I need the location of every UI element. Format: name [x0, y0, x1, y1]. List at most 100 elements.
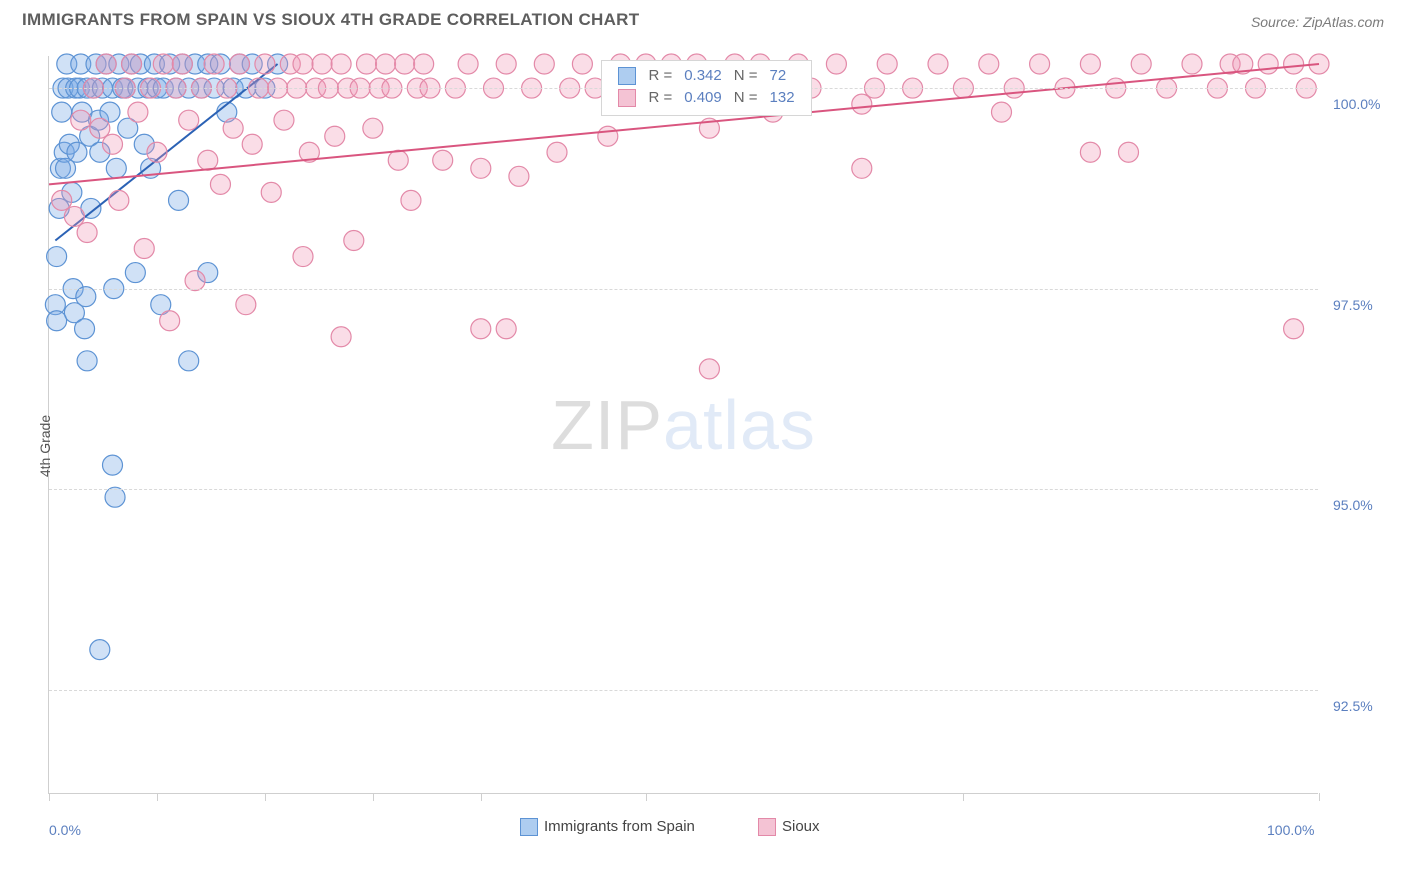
point-sioux: [96, 54, 116, 74]
x-tick-label-min: 0.0%: [49, 822, 81, 838]
point-spain: [67, 142, 87, 162]
chart-svg: [49, 56, 1319, 794]
point-spain: [90, 640, 110, 660]
point-sioux: [852, 94, 872, 114]
point-sioux: [230, 54, 250, 74]
point-spain: [103, 455, 123, 475]
r-value-spain: 0.342: [678, 65, 728, 87]
point-sioux: [261, 182, 281, 202]
legend-swatch-sioux: [758, 818, 776, 836]
swatch-spain: [618, 67, 636, 85]
point-sioux: [210, 174, 230, 194]
point-sioux: [852, 158, 872, 178]
legend-item-spain: Immigrants from Spain: [520, 818, 695, 836]
point-spain: [75, 319, 95, 339]
point-sioux: [826, 54, 846, 74]
point-sioux: [496, 54, 516, 74]
x-tick: [646, 793, 647, 801]
point-sioux: [293, 247, 313, 267]
point-sioux: [223, 118, 243, 138]
point-sioux: [179, 110, 199, 130]
point-sioux: [699, 359, 719, 379]
point-sioux: [325, 126, 345, 146]
point-sioux: [90, 118, 110, 138]
point-sioux: [312, 54, 332, 74]
point-sioux: [64, 206, 84, 226]
point-sioux: [77, 222, 97, 242]
chart-title: IMMIGRANTS FROM SPAIN VS SIOUX 4TH GRADE…: [22, 10, 639, 30]
x-tick: [265, 793, 266, 801]
point-sioux: [147, 142, 167, 162]
n-value-spain: 72: [764, 65, 801, 87]
r-value-sioux: 0.409: [678, 87, 728, 109]
point-sioux: [1080, 54, 1100, 74]
point-sioux: [572, 54, 592, 74]
point-sioux: [1131, 54, 1151, 74]
point-sioux: [414, 54, 434, 74]
point-sioux: [357, 54, 377, 74]
legend-item-sioux: Sioux: [758, 818, 820, 836]
point-sioux: [52, 190, 72, 210]
source-attribution: Source: ZipAtlas.com: [1251, 14, 1384, 30]
x-tick: [481, 793, 482, 801]
point-sioux: [71, 110, 91, 130]
point-sioux: [376, 54, 396, 74]
x-tick: [1319, 793, 1320, 801]
point-sioux: [363, 118, 383, 138]
point-sioux: [185, 271, 205, 291]
point-sioux: [204, 54, 224, 74]
point-sioux: [236, 295, 256, 315]
x-tick: [963, 793, 964, 801]
point-sioux: [598, 126, 618, 146]
point-spain: [47, 311, 67, 331]
point-sioux: [395, 54, 415, 74]
point-sioux: [331, 54, 351, 74]
y-tick-label: 95.0%: [1333, 497, 1373, 513]
point-sioux: [1284, 54, 1304, 74]
y-tick-label: 97.5%: [1333, 297, 1373, 313]
point-spain: [105, 487, 125, 507]
point-sioux: [979, 54, 999, 74]
point-sioux: [433, 150, 453, 170]
point-spain: [169, 190, 189, 210]
point-sioux: [172, 54, 192, 74]
point-sioux: [242, 134, 262, 154]
point-spain: [47, 247, 67, 267]
point-spain: [77, 351, 97, 371]
point-sioux: [109, 190, 129, 210]
point-sioux: [153, 54, 173, 74]
point-spain: [52, 102, 72, 122]
plot-area: ZIPatlas 92.5%95.0%97.5%100.0%0.0%100.0%…: [48, 56, 1318, 794]
point-sioux: [1258, 54, 1278, 74]
point-sioux: [160, 311, 180, 331]
legend-label-spain: Immigrants from Spain: [544, 818, 695, 835]
header: IMMIGRANTS FROM SPAIN VS SIOUX 4TH GRADE…: [0, 0, 1406, 30]
legend-label-sioux: Sioux: [782, 818, 820, 835]
point-sioux: [388, 150, 408, 170]
point-sioux: [344, 231, 364, 251]
point-sioux: [877, 54, 897, 74]
point-sioux: [547, 142, 567, 162]
point-sioux: [331, 327, 351, 347]
point-sioux: [103, 134, 123, 154]
point-sioux: [274, 110, 294, 130]
y-axis-label: 4th Grade: [37, 415, 53, 477]
point-sioux: [534, 54, 554, 74]
point-sioux: [1080, 142, 1100, 162]
point-sioux: [128, 102, 148, 122]
point-sioux: [471, 158, 491, 178]
x-tick: [49, 793, 50, 801]
point-sioux: [992, 102, 1012, 122]
point-sioux: [122, 54, 142, 74]
point-sioux: [928, 54, 948, 74]
point-spain: [106, 158, 126, 178]
point-spain: [179, 351, 199, 371]
y-tick-label: 100.0%: [1333, 96, 1380, 112]
point-sioux: [134, 239, 154, 259]
point-sioux: [1284, 319, 1304, 339]
y-tick-label: 92.5%: [1333, 698, 1373, 714]
point-sioux: [509, 166, 529, 186]
correlation-box: R =0.342N =72R =0.409N =132: [601, 60, 811, 116]
point-sioux: [293, 54, 313, 74]
gridline-h: [49, 489, 1318, 490]
